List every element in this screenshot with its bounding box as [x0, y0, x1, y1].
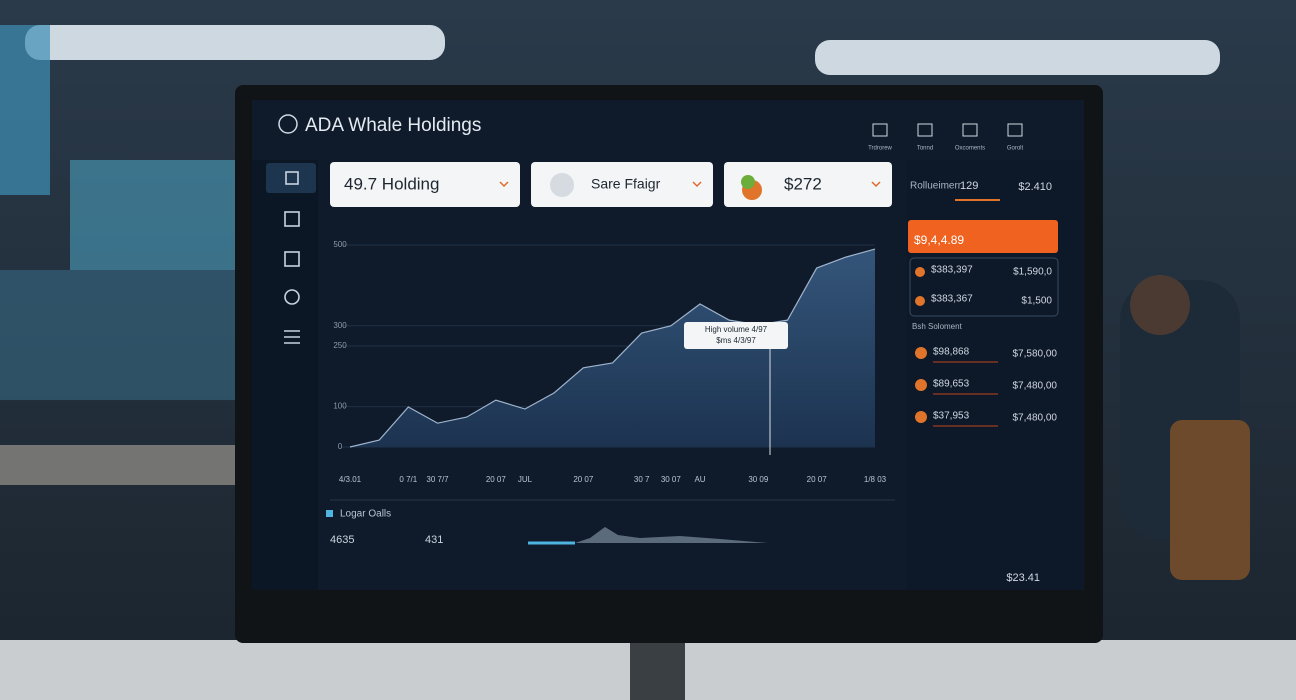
nav-icon[interactable] [284, 251, 300, 267]
chair [1170, 420, 1250, 580]
nav-icon[interactable] [284, 330, 300, 344]
dropdown-value: Sare Ffaigr [591, 176, 661, 192]
desk-glow [0, 445, 240, 485]
highlight-card[interactable] [908, 220, 1058, 253]
x-tick-label: 30 07 [661, 475, 682, 484]
sparkline [528, 527, 768, 543]
row-amount: $89,653 [933, 379, 970, 390]
x-tick-label: 4/3.01 [339, 475, 362, 484]
summary-amount: $2.410 [1018, 181, 1052, 193]
dropdown-value: 49.7 Holding [344, 174, 439, 193]
tool-icon[interactable] [872, 123, 888, 137]
dropdown[interactable] [330, 162, 520, 207]
wall-screen [0, 270, 240, 400]
x-tick-label: 30 7/7 [426, 475, 449, 484]
dropdown[interactable] [531, 162, 713, 207]
ceiling-light [25, 25, 445, 60]
row-dot [915, 347, 927, 359]
y-tick-label: 100 [333, 402, 347, 411]
legend-swatch [326, 510, 333, 517]
nav-icon[interactable] [284, 289, 300, 305]
row-amount: $98,868 [933, 347, 970, 358]
wall-screen [0, 25, 50, 195]
x-tick-label: 20 07 [807, 475, 828, 484]
row-dot [915, 411, 927, 423]
row-total: $7,580,00 [1013, 349, 1058, 360]
x-tick-label: 30 09 [748, 475, 769, 484]
footer-value: $23.41 [1006, 572, 1040, 584]
nav-icon[interactable] [284, 211, 300, 227]
x-tick-label: 0 7/1 [399, 475, 417, 484]
tool-icon[interactable] [917, 123, 933, 137]
tool-icon[interactable] [1007, 123, 1023, 137]
row-amount: $383,397 [931, 265, 973, 276]
x-tick-label: 20 07 [573, 475, 594, 484]
legend-value: 4635 [330, 534, 354, 546]
tool-label: Oxcoments [955, 146, 985, 152]
x-tick-label: 30 7 [634, 475, 650, 484]
x-tick-label: AU [694, 475, 705, 484]
tooltip-text: High volume 4/97 [705, 325, 768, 334]
dropdown-caret [871, 181, 881, 188]
legend-value: 431 [425, 534, 443, 546]
tool-label: Gorolt [1007, 146, 1024, 152]
app-title: ADA Whale Holdings [305, 115, 481, 136]
summary-count: 129 [960, 180, 978, 192]
row-amount: $37,953 [933, 411, 970, 422]
dropdown-caret [499, 181, 509, 188]
row-dot [915, 296, 925, 306]
tool-label: Tonnd [917, 146, 933, 152]
row-total: $7,480,00 [1013, 413, 1058, 424]
section-title: Bsh Soloment [912, 322, 963, 331]
y-tick-label: 500 [333, 240, 347, 249]
tool-icon[interactable] [962, 123, 978, 137]
sidebar [252, 160, 318, 590]
summary-label: Rollueimerr [910, 181, 962, 192]
legend-label: Logar Oalls [340, 509, 391, 520]
monitor-stand [630, 640, 685, 700]
row-amount: $383,367 [931, 294, 973, 305]
y-tick-label: 250 [333, 341, 347, 350]
wall-screen [70, 160, 250, 270]
x-tick-label: 1/8 03 [864, 475, 887, 484]
row-dot [915, 267, 925, 277]
x-tick-label: 20 07 [486, 475, 507, 484]
sidebar-active[interactable] [266, 163, 316, 193]
nav-icon[interactable] [285, 171, 299, 185]
y-tick-label: 300 [333, 321, 347, 330]
row-total: $1,500 [1021, 296, 1052, 307]
dropdown-icon [550, 173, 574, 197]
dropdown-icon [741, 175, 755, 189]
top-list [909, 257, 1059, 317]
dropdown[interactable] [724, 162, 892, 207]
tool-label: Trdrorew [868, 146, 892, 152]
y-tick-label: 0 [338, 442, 343, 451]
row-total: $1,590,0 [1013, 267, 1052, 278]
row-dot [915, 379, 927, 391]
logo [278, 114, 298, 134]
highlight-value: $9,4,4.89 [914, 233, 964, 247]
area [350, 249, 875, 447]
dropdown-value: $272 [784, 174, 822, 193]
x-tick-label: JUL [518, 475, 533, 484]
dropdown-caret [692, 181, 702, 188]
ceiling-light [815, 40, 1220, 75]
area-line [349, 248, 876, 448]
row-total: $7,480,00 [1013, 381, 1058, 392]
tooltip-text: $ms 4/3/97 [716, 336, 756, 345]
tooltip [684, 322, 788, 349]
person-head [1130, 275, 1190, 335]
